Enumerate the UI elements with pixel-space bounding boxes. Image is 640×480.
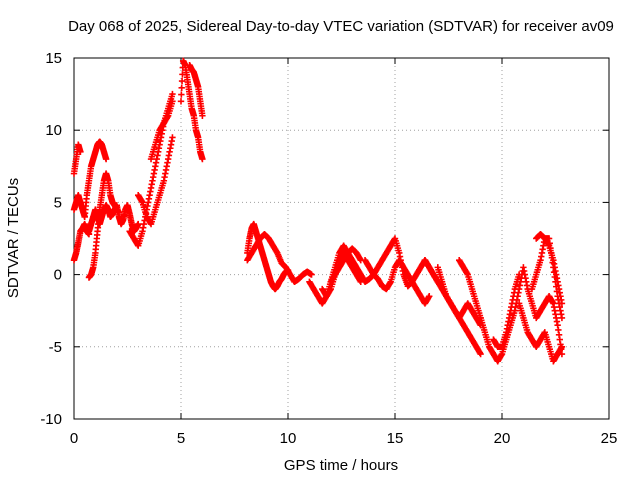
data-point <box>308 271 315 278</box>
series-sat-track-4 <box>81 138 110 221</box>
data-point <box>102 155 110 163</box>
series-sat-track-8 <box>135 134 176 228</box>
series-sat-track-24 <box>515 300 566 365</box>
data-point <box>178 91 185 98</box>
data-point <box>357 278 364 286</box>
y-tick-label: 5 <box>54 194 62 211</box>
series-sat-track-10 <box>177 57 206 163</box>
x-tick-label: 15 <box>387 430 404 447</box>
series-sat-track-18 <box>370 256 433 307</box>
series-sat-track-16 <box>327 245 364 286</box>
data-point <box>169 90 176 98</box>
y-tick-label: -5 <box>49 339 62 356</box>
series-sat-track-11 <box>186 62 206 119</box>
data-point <box>558 343 566 350</box>
data-point <box>177 98 185 105</box>
x-tick-label: 5 <box>177 430 185 447</box>
data-point <box>477 350 484 358</box>
series-sat-track-1 <box>70 141 84 177</box>
data-point <box>558 300 566 307</box>
y-axis-label: SDTVAR / TECUs <box>5 178 22 298</box>
y-tick-label: 0 <box>54 267 62 284</box>
x-tick-label: 10 <box>280 430 297 447</box>
series-sat-track-3 <box>70 220 93 264</box>
series-sat-track-25 <box>528 235 566 322</box>
series-sat-track-22 <box>477 264 566 365</box>
data-point <box>135 220 142 228</box>
y-tick-label: 10 <box>45 122 62 139</box>
x-axis-label: GPS time / hours <box>284 457 398 474</box>
data-point <box>515 271 523 278</box>
chart-title: Day 068 of 2025, Sidereal Day-to-day VTE… <box>68 18 614 35</box>
series-sat-track-6 <box>85 170 123 281</box>
series-sat-track-19 <box>421 256 484 329</box>
series-sat-track-26 <box>533 230 566 307</box>
data-point <box>426 293 433 300</box>
x-tick-label: 25 <box>601 430 618 447</box>
series-sat-track-20 <box>434 264 484 358</box>
series-sat-track-13 <box>244 230 315 286</box>
data-point <box>178 77 186 85</box>
y-tick-label: 15 <box>45 50 62 67</box>
y-tick-label: -10 <box>40 411 62 428</box>
data-point <box>558 314 566 322</box>
data-point <box>115 209 123 216</box>
data-point <box>199 155 206 163</box>
series-sat-track-9 <box>147 98 176 163</box>
plot-frame <box>73 57 610 420</box>
data-points <box>70 57 566 365</box>
data-point <box>169 98 176 105</box>
data-point <box>169 134 176 141</box>
series-sat-track-23 <box>490 271 523 350</box>
axis-ticks: 0 5 10 15 20 25 -10 -5 0 5 10 15 <box>40 50 617 447</box>
x-tick-label: 20 <box>494 430 511 447</box>
data-point <box>77 148 84 156</box>
grid <box>74 58 609 419</box>
x-tick-label: 0 <box>70 430 78 447</box>
data-point <box>178 84 185 92</box>
data-point <box>199 112 206 119</box>
